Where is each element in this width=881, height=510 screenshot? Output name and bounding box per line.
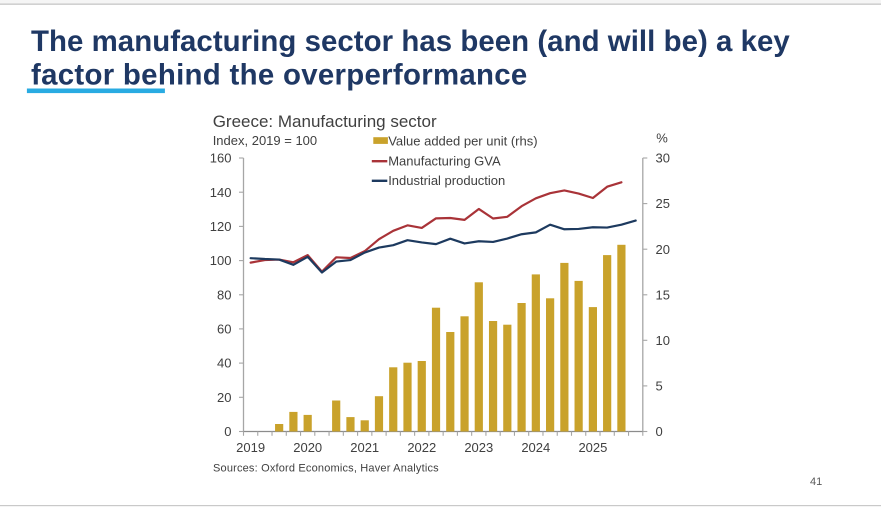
svg-text:15: 15 (656, 287, 670, 302)
svg-text:Sources: Oxford Economics, Hav: Sources: Oxford Economics, Haver Analyti… (213, 462, 439, 474)
svg-text:10: 10 (656, 333, 670, 348)
svg-text:41: 41 (810, 476, 822, 488)
svg-text:25: 25 (656, 196, 670, 211)
svg-text:Manufacturing GVA: Manufacturing GVA (388, 154, 501, 169)
svg-text:2022: 2022 (407, 440, 436, 455)
svg-text:0: 0 (656, 424, 663, 439)
svg-text:%: % (656, 131, 668, 146)
svg-text:Industrial production: Industrial production (388, 173, 505, 188)
svg-text:40: 40 (217, 356, 231, 371)
svg-text:2025: 2025 (578, 440, 607, 455)
svg-text:60: 60 (217, 322, 231, 337)
svg-text:2024: 2024 (521, 440, 550, 455)
svg-text:160: 160 (210, 151, 232, 166)
svg-text:2019: 2019 (236, 440, 265, 455)
svg-text:Value added per unit (rhs): Value added per unit (rhs) (388, 134, 537, 149)
svg-text:2021: 2021 (350, 440, 379, 455)
svg-text:20: 20 (656, 242, 670, 257)
svg-text:20: 20 (217, 390, 231, 405)
svg-text:The manufacturing sector has b: The manufacturing sector has been (and w… (31, 25, 790, 58)
svg-text:2023: 2023 (464, 440, 493, 455)
svg-text:30: 30 (656, 151, 670, 166)
svg-text:0: 0 (224, 424, 231, 439)
svg-text:100: 100 (210, 253, 232, 268)
svg-text:5: 5 (656, 379, 663, 394)
svg-text:80: 80 (217, 287, 231, 302)
svg-text:Index, 2019 = 100: Index, 2019 = 100 (213, 133, 317, 148)
svg-text:Greece: Manufacturing sector: Greece: Manufacturing sector (213, 112, 437, 131)
svg-text:2020: 2020 (293, 440, 322, 455)
svg-text:140: 140 (210, 185, 232, 200)
svg-text:120: 120 (210, 219, 232, 234)
svg-text:factor behind the overperforma: factor behind the overperformance (31, 59, 528, 92)
